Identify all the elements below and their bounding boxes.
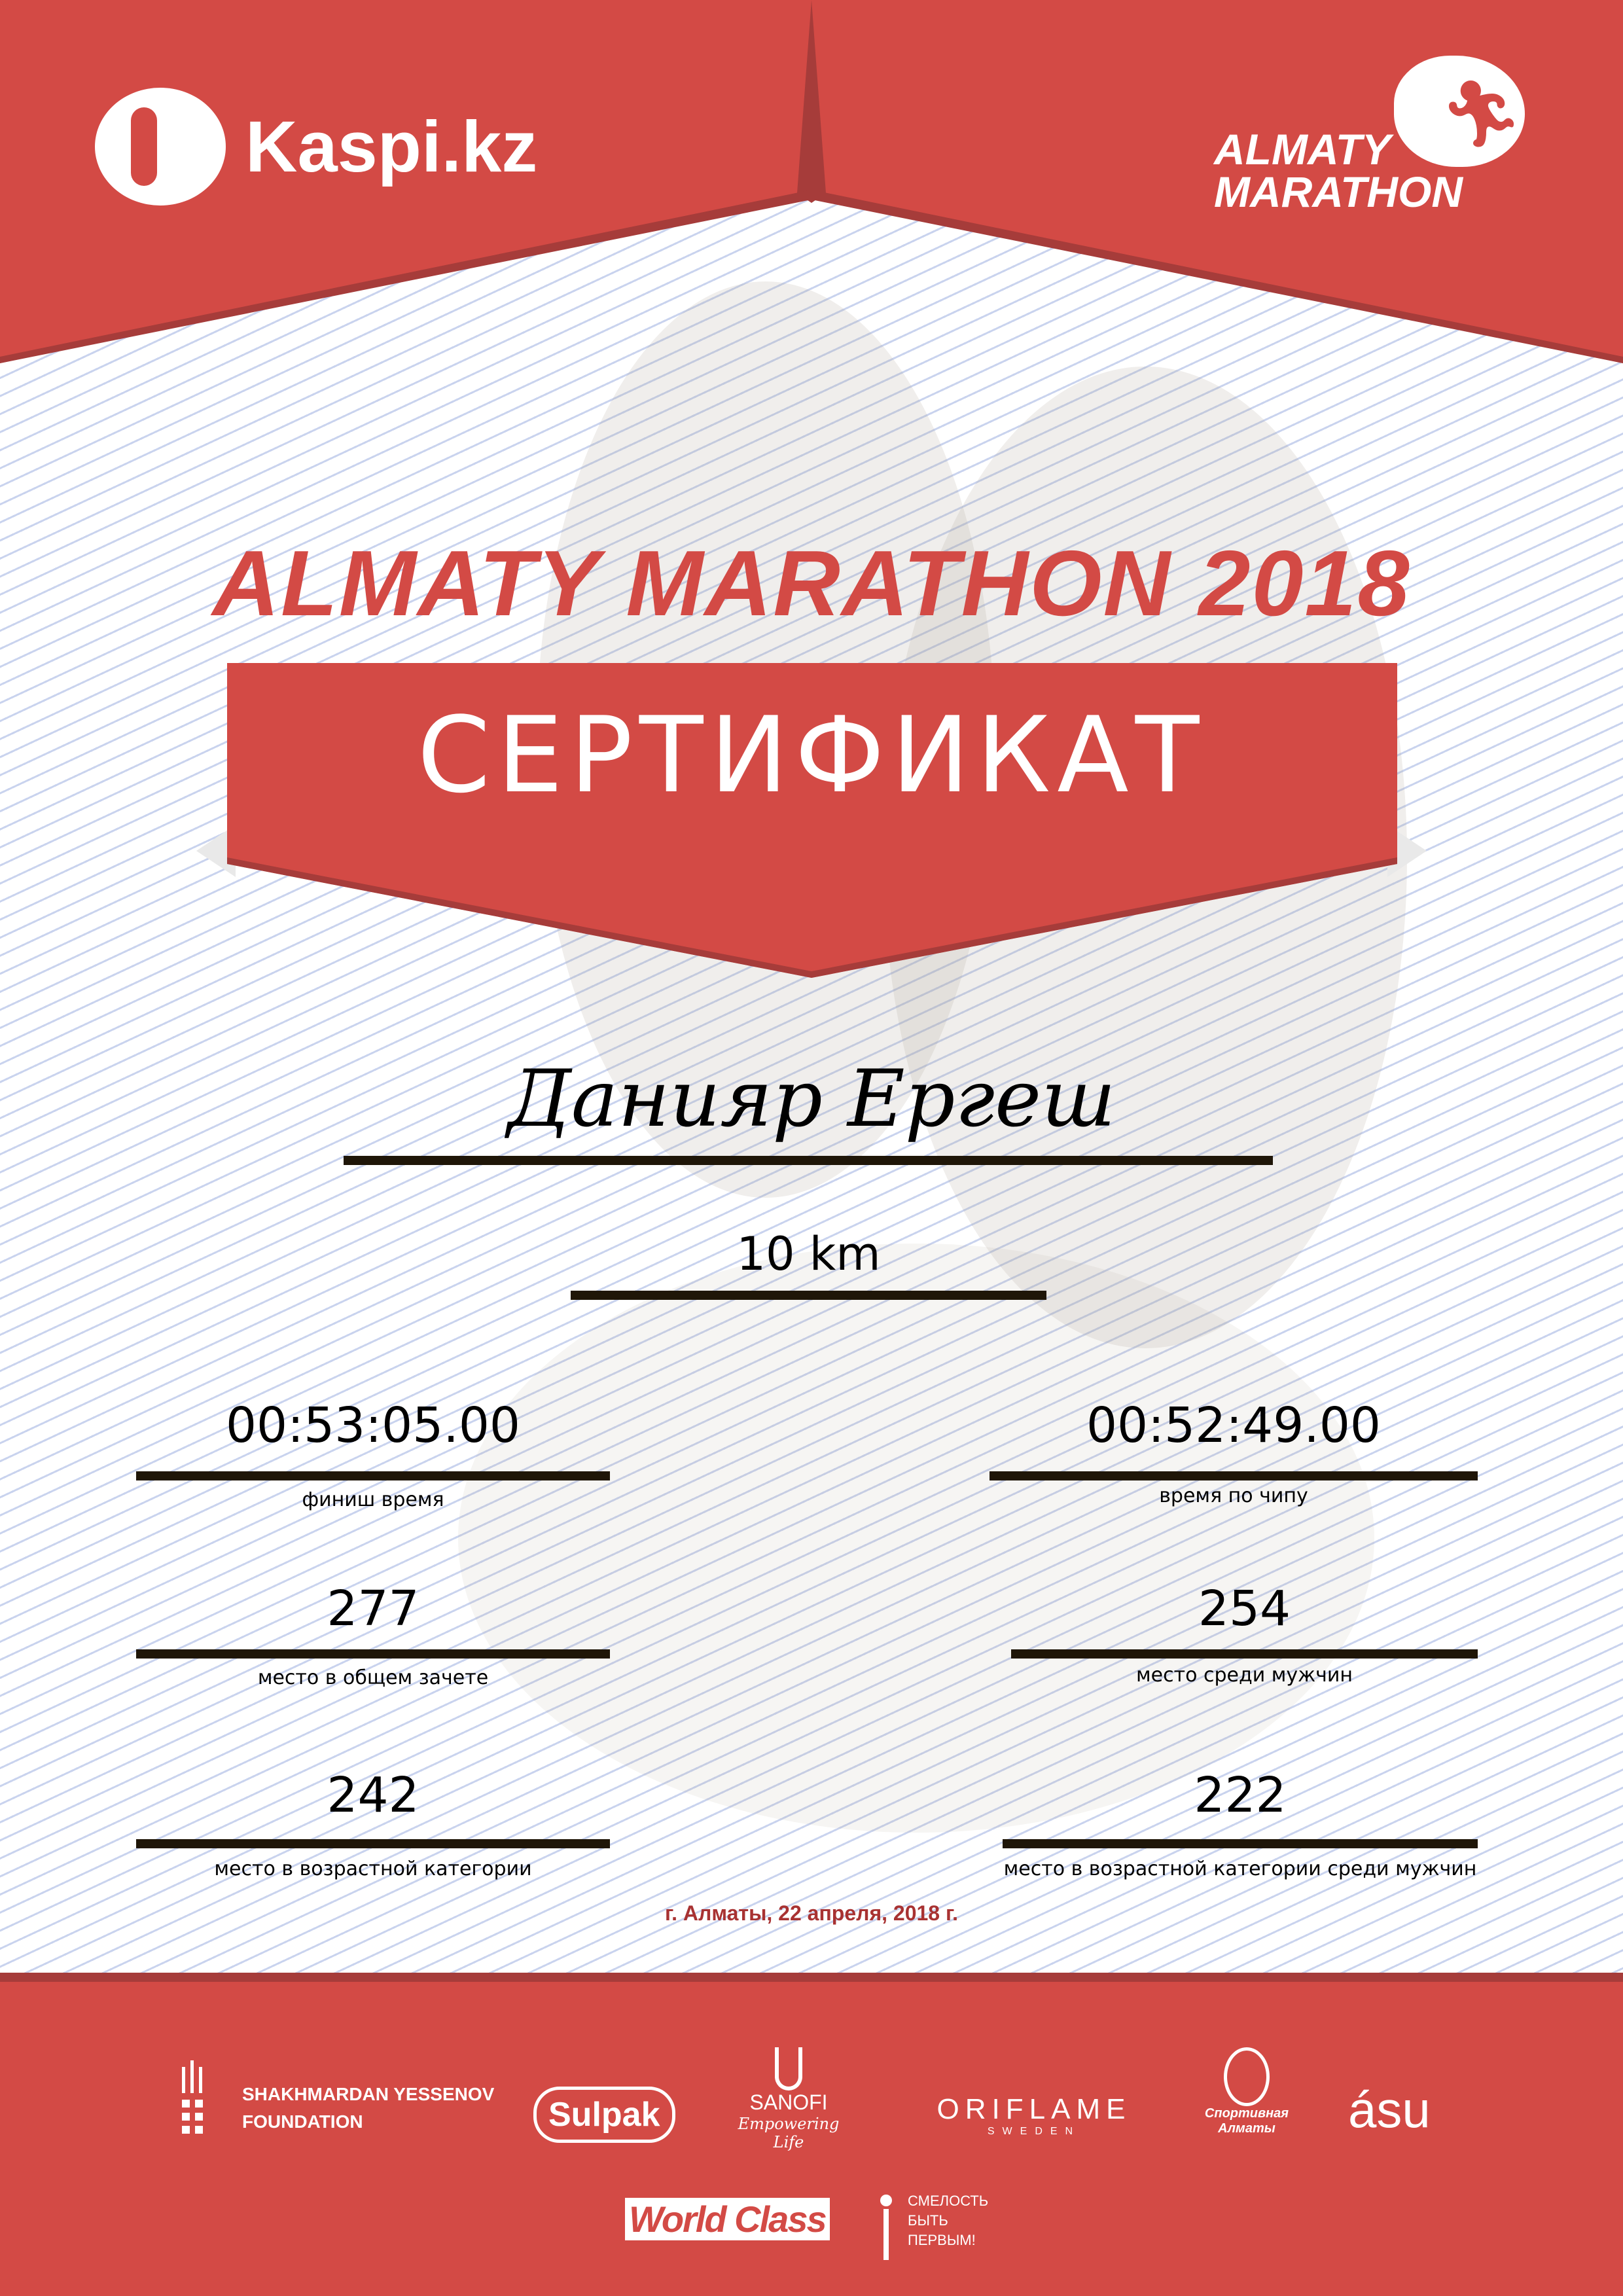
date-location: г. Алматы, 22 апреля, 2018 г. bbox=[665, 1901, 958, 1925]
overall-place-value: 277 bbox=[327, 1581, 419, 1637]
oriflame-wordmark: ORIFLAME bbox=[936, 2093, 1132, 2125]
smelost-figure-icon bbox=[874, 2181, 900, 2260]
worldclass-logo: World Class bbox=[625, 2198, 830, 2240]
runner-icon: 🏃︎ bbox=[1394, 56, 1525, 167]
smelost-line2: БЫТЬ bbox=[908, 2212, 948, 2229]
sanofi-bird-icon bbox=[775, 2047, 802, 2090]
sport-almaty-emblem-icon bbox=[1224, 2047, 1270, 2106]
finish-time-label: финиш время bbox=[302, 1488, 444, 1511]
overall-place-label: место в общем зачете bbox=[257, 1666, 489, 1689]
male-place-label: место среди мужчин bbox=[1136, 1664, 1353, 1687]
male-place-value: 254 bbox=[1198, 1581, 1291, 1637]
sponsors-footer: SHAKHMARDAN YESSENOV FOUNDATION Sulpak S… bbox=[0, 1973, 1623, 2296]
sanofi-tagline: Empowering Life bbox=[738, 2115, 840, 2151]
certificate-banner bbox=[196, 663, 1427, 978]
chip-time-underline bbox=[990, 1471, 1478, 1480]
certificate-heading: СЕРТИФИКАТ bbox=[417, 694, 1206, 816]
yessenov-bars-icon bbox=[182, 2060, 203, 2134]
sanofi-wordmark: SANOFI bbox=[749, 2090, 828, 2114]
distance-value: 10 km bbox=[736, 1227, 881, 1281]
sulpak-logo: Sulpak bbox=[533, 2087, 675, 2143]
logo-line2: MARATHON bbox=[1214, 168, 1463, 216]
distance-underline bbox=[571, 1291, 1046, 1300]
sanofi-logo: SANOFI Empowering Life bbox=[723, 2047, 854, 2151]
overall-place-underline bbox=[136, 1649, 610, 1659]
age-male-place-value: 222 bbox=[1194, 1767, 1287, 1823]
chip-time-label: время по чипу bbox=[1159, 1484, 1308, 1507]
yessenov-line1: SHAKHMARDAN YESSENOV bbox=[242, 2084, 495, 2104]
oriflame-sub: SWEDEN bbox=[987, 2126, 1081, 2137]
smelost-line3: ПЕРВЫМ! bbox=[908, 2232, 976, 2248]
age-male-place-underline bbox=[1003, 1839, 1478, 1848]
finish-time-value: 00:53:05.00 bbox=[225, 1397, 521, 1454]
kaspi-logo: Kaspi.kz bbox=[95, 88, 537, 206]
male-place-underline bbox=[1011, 1649, 1478, 1659]
name-underline bbox=[344, 1156, 1273, 1165]
sport-almaty-text: Спортивная Алматы bbox=[1204, 2106, 1289, 2136]
smelost-line1: СМЕЛОСТЬ bbox=[908, 2193, 989, 2209]
almaty-marathon-logo: 🏃︎ ALMATY MARATHON bbox=[1211, 56, 1525, 213]
yessenov-line2: FOUNDATION bbox=[242, 2111, 363, 2132]
kaspi-wordmark: Kaspi.kz bbox=[245, 106, 538, 187]
kaspi-family-icon bbox=[95, 88, 226, 206]
event-title: ALMATY MARATHON 2018 bbox=[212, 531, 1411, 636]
age-place-value: 242 bbox=[327, 1767, 419, 1823]
smelost-logo: СМЕЛОСТЬ БЫТЬ ПЕРВЫМ! bbox=[874, 2181, 988, 2260]
participant-name: Данияр Ергеш bbox=[507, 1054, 1116, 1145]
age-place-label: место в возрастной категории bbox=[214, 1857, 532, 1880]
header-banner bbox=[0, 0, 1623, 363]
sport-almaty-logo: Спортивная Алматы bbox=[1198, 2047, 1296, 2136]
oriflame-logo: ORIFLAME SWEDEN bbox=[923, 2093, 1145, 2138]
runner-photo-legs bbox=[458, 1244, 1374, 1833]
finish-time-underline bbox=[136, 1471, 610, 1480]
age-male-place-label: место в возрастной категории среди мужчи… bbox=[1003, 1857, 1477, 1880]
asu-logo: ásu bbox=[1348, 2081, 1431, 2138]
logo-line1: ALMATY bbox=[1214, 125, 1391, 173]
yessenov-foundation-logo: SHAKHMARDAN YESSENOV FOUNDATION bbox=[182, 2060, 494, 2136]
age-place-underline bbox=[136, 1839, 610, 1848]
chip-time-value: 00:52:49.00 bbox=[1086, 1397, 1382, 1454]
